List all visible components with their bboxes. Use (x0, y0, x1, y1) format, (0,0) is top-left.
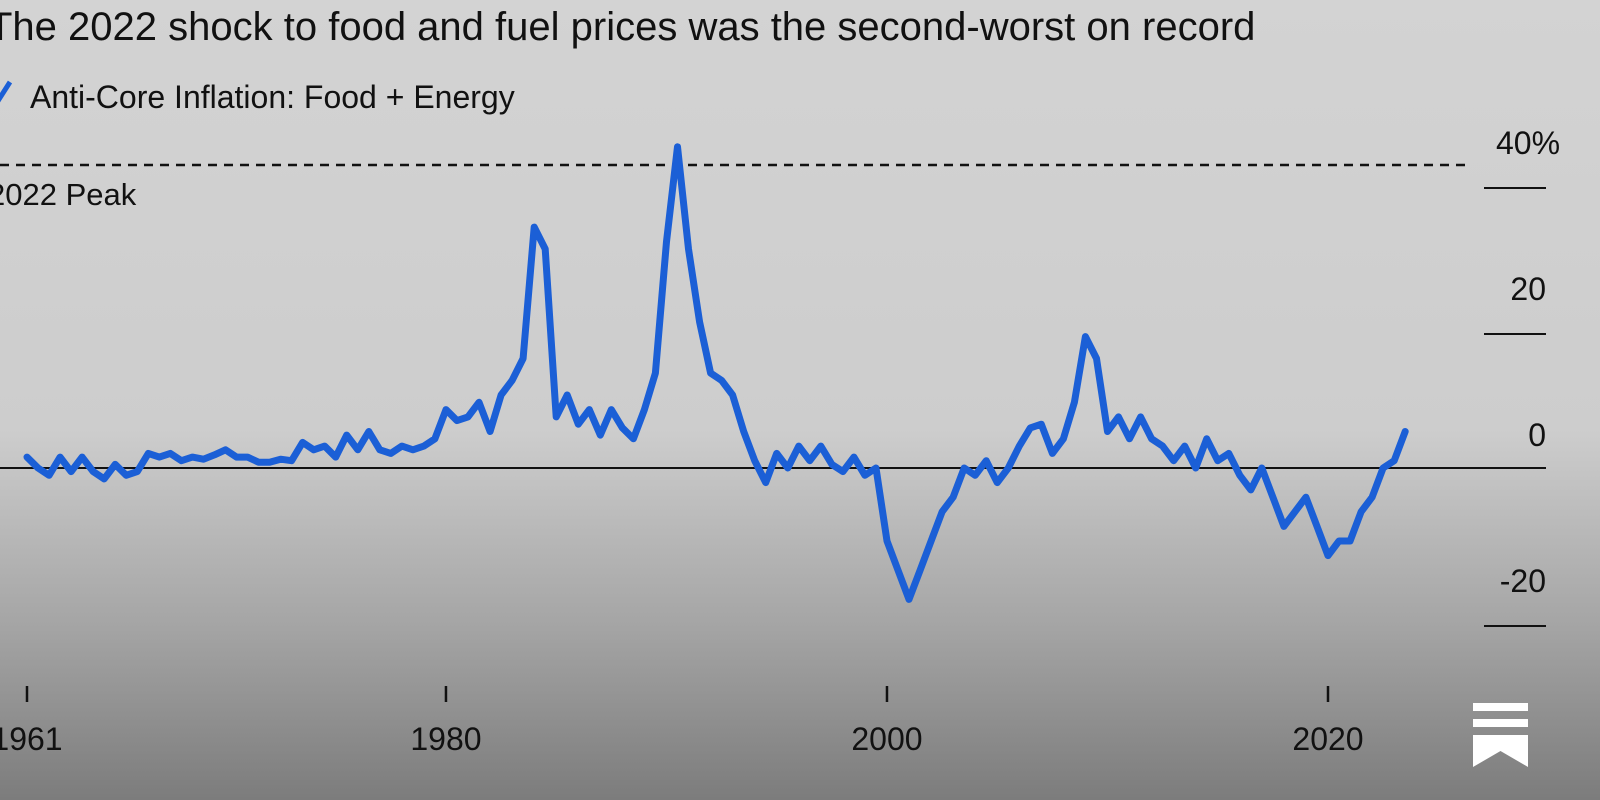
x-tick-label: 1961 (0, 721, 63, 757)
y-tick-label: 40% (1496, 125, 1560, 161)
chart-title: The 2022 shock to food and fuel prices w… (0, 5, 1255, 49)
reference-line-group: 2022 Peak (0, 163, 1470, 212)
y-tick-label: 20 (1510, 271, 1546, 307)
reference-line-label: 2022 Peak (0, 177, 137, 212)
x-axis: 1961 1980 2000 2020 (0, 686, 1364, 757)
y-tick-label: 0 (1528, 417, 1546, 453)
x-tick-label: 2020 (1292, 721, 1363, 757)
x-tick-label: 1980 (410, 721, 481, 757)
legend-label: Anti-Core Inflation: Food + Energy (30, 79, 515, 115)
legend-swatch (0, 80, 13, 103)
legend: Anti-Core Inflation: Food + Energy (0, 79, 515, 115)
substack-bookmark-icon (1473, 703, 1528, 767)
x-tick-label: 2000 (851, 721, 922, 757)
y-axis: 40% 20 0 -20 (1484, 125, 1560, 627)
y-tick-label: -20 (1500, 563, 1546, 599)
series-line-anti-core-inflation (23, 143, 1409, 603)
